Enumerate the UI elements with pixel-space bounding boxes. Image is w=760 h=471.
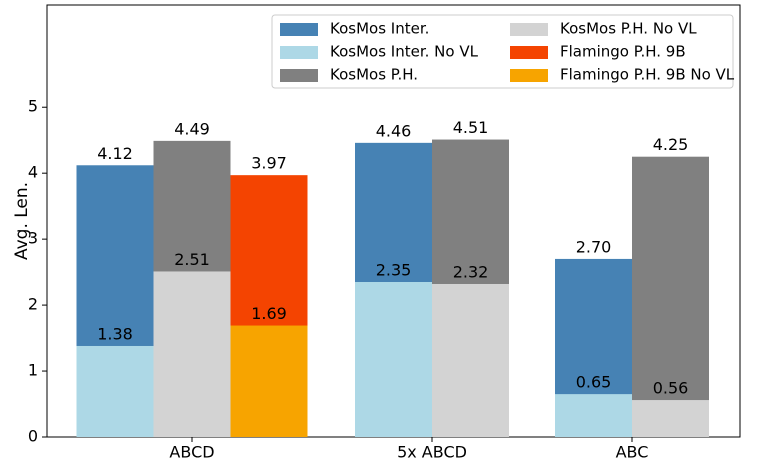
value-label: 2.32 (453, 262, 489, 281)
legend-label: KosMos Inter. No VL (330, 43, 479, 61)
value-label: 4.12 (97, 144, 133, 163)
value-label: 3.97 (251, 154, 287, 173)
value-label: 4.51 (453, 118, 489, 137)
value-label: 2.35 (376, 261, 412, 280)
bar (432, 283, 509, 437)
value-label: 1.38 (97, 324, 133, 343)
legend-swatch (510, 69, 548, 82)
value-label: 0.56 (653, 379, 689, 398)
x-tick-label: ABCD (169, 443, 214, 462)
bar (632, 400, 709, 437)
value-label: 1.69 (251, 304, 287, 323)
legend-swatch (280, 69, 318, 82)
bar (153, 271, 231, 437)
legend-swatch (280, 23, 318, 36)
y-tick-label: 4 (28, 163, 38, 182)
legend-label: KosMos Inter. (330, 20, 429, 38)
legend-label: Flamingo P.H. 9B (560, 43, 686, 61)
bar (632, 156, 709, 438)
bar (555, 394, 632, 437)
value-label: 2.51 (174, 250, 210, 269)
bar (355, 282, 432, 437)
bar (76, 345, 154, 437)
legend-label: KosMos P.H. No VL (560, 20, 697, 38)
y-tick-label: 2 (28, 295, 38, 314)
value-label: 0.65 (576, 373, 612, 392)
legend-label: KosMos P.H. (330, 66, 418, 84)
y-tick-label: 1 (28, 361, 38, 380)
legend-label: Flamingo P.H. 9B No VL (560, 66, 735, 84)
legend-swatch (280, 46, 318, 59)
value-label: 4.49 (174, 119, 210, 138)
value-label: 4.46 (376, 121, 412, 140)
y-tick-label: 3 (28, 229, 38, 248)
y-tick-label: 5 (28, 97, 38, 116)
y-tick-label: 0 (28, 427, 38, 446)
legend-box (271, 14, 734, 89)
value-label: 2.70 (576, 237, 612, 256)
x-tick-label: 5x ABCD (397, 443, 467, 462)
bar (230, 325, 308, 437)
value-label: 4.25 (653, 135, 689, 154)
x-tick-label: ABC (616, 443, 649, 462)
y-axis-label: Avg. Len. (12, 182, 32, 260)
legend-swatch (510, 23, 548, 36)
legend-swatch (510, 46, 548, 59)
